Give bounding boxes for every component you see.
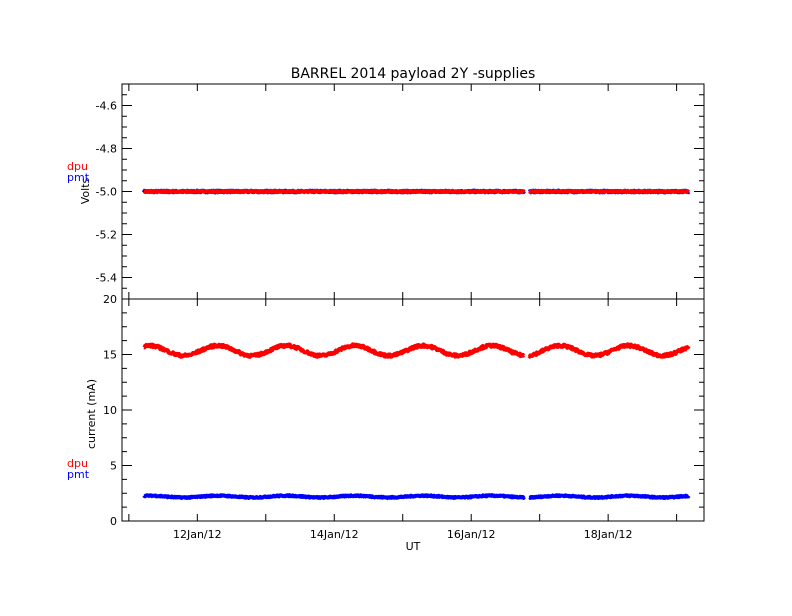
- x-tick-label: 12Jan/12: [173, 528, 222, 541]
- current-y-axis-label: current (mA): [85, 379, 98, 449]
- y-tick-label: -5.4: [96, 272, 117, 285]
- y-tick-label: -4.8: [96, 143, 117, 156]
- y-tick-label: 5: [110, 460, 117, 473]
- x-tick-label: 18Jan/12: [584, 528, 633, 541]
- current-legend-pmt: pmt: [67, 468, 90, 481]
- panel-voltage: -5.4 -5.2 -5.0 -4.8 -4.6 Volts dpu pmt: [67, 83, 705, 300]
- y-tick-label: 15: [103, 349, 117, 362]
- y-tick-label: 10: [103, 404, 117, 417]
- y-tick-label: 0: [110, 515, 117, 528]
- current-y-ticks: 0 5 10 15 20: [103, 293, 704, 528]
- voltage-x-ticks: [128, 84, 678, 299]
- y-tick-label: -5.0: [96, 186, 117, 199]
- series-dpu-line: [142, 342, 691, 359]
- voltage-series-layer: [142, 188, 691, 195]
- series-pmt-line: [142, 493, 691, 500]
- current-legend-dpu: dpu: [67, 457, 88, 470]
- voltage-legend-pmt: pmt: [67, 171, 90, 184]
- series-dpu-line: [142, 188, 691, 195]
- x-tick-label: 16Jan/12: [447, 528, 496, 541]
- voltage-legend-dpu: dpu: [67, 160, 88, 173]
- y-tick-label: -4.6: [96, 100, 117, 113]
- y-tick-label: -5.2: [96, 229, 117, 242]
- voltage-y-axis-label: Volts: [79, 177, 92, 204]
- x-axis-label: UT: [406, 540, 421, 553]
- y-tick-label: 20: [103, 293, 117, 306]
- chart-title: BARREL 2014 payload 2Y -supplies: [291, 66, 536, 82]
- panel-current: 0 5 10 15 20 12Jan/12 14Jan/12 16Jan/12 18Jan/1…: [67, 293, 705, 541]
- current-plot-frame: [121, 298, 705, 522]
- x-tick-label: 14Jan/12: [310, 528, 359, 541]
- current-x-ticks: 12Jan/12 14Jan/12 16Jan/12 18Jan/12: [128, 299, 678, 541]
- current-series-layer: [142, 342, 691, 500]
